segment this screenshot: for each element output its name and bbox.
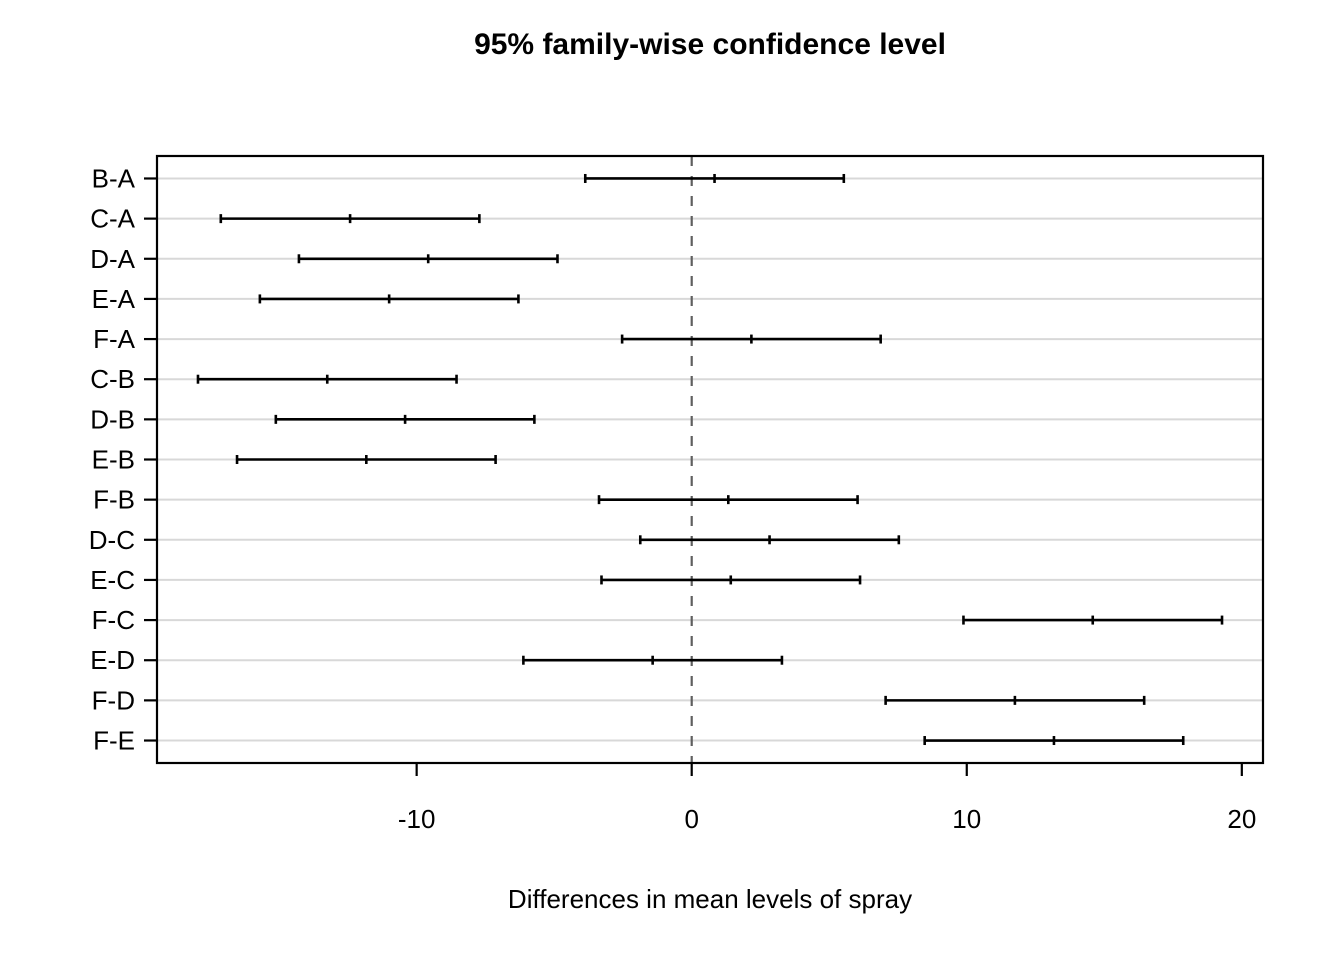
x-axis-tick-label: -10 xyxy=(398,804,436,834)
y-axis-tick-label: C-A xyxy=(90,204,135,234)
y-axis-tick-label: C-B xyxy=(90,364,135,394)
y-axis-tick-label: D-C xyxy=(89,525,135,555)
x-axis-tick-label: 10 xyxy=(952,804,981,834)
y-axis-tick-label: F-A xyxy=(93,324,136,354)
y-axis-tick-label: F-C xyxy=(92,605,135,635)
y-axis-tick-label: E-A xyxy=(92,284,136,314)
y-axis-tick-label: E-C xyxy=(90,565,135,595)
y-axis-tick-label: D-B xyxy=(90,404,135,434)
y-axis-tick-label: F-B xyxy=(93,485,135,515)
plot-title: 95% family-wise confidence level xyxy=(474,28,946,61)
y-axis-tick-label: F-D xyxy=(92,685,135,715)
x-axis-tick-label: 0 xyxy=(684,804,698,834)
y-axis-tick-label: F-E xyxy=(93,726,135,756)
y-axis-tick-label: B-A xyxy=(92,163,136,193)
y-axis-tick-label: E-B xyxy=(92,445,135,475)
y-axis-tick-label: E-D xyxy=(90,645,135,675)
x-axis-tick-label: 20 xyxy=(1227,804,1256,834)
x-axis-label: Differences in mean levels of spray xyxy=(507,884,913,914)
y-axis-tick-label: D-A xyxy=(90,244,135,274)
